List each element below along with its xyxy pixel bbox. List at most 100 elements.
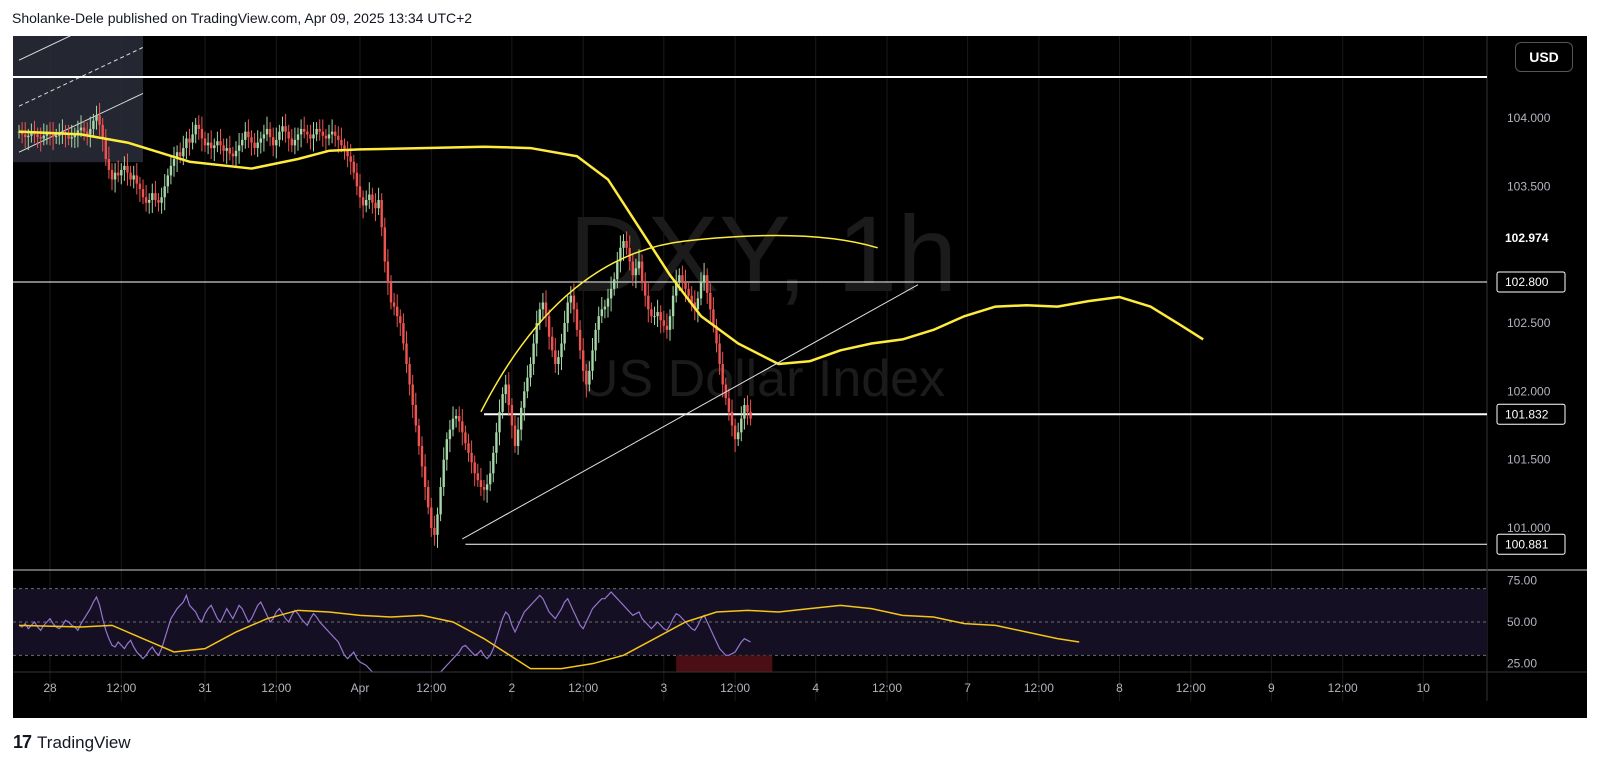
candle [117,160,120,183]
candle-body [358,186,362,198]
rsi-ma-line [18,604,1080,670]
candle [42,123,45,146]
candle [55,128,58,144]
candle-body [213,145,216,149]
candle [86,122,89,146]
candle-body [749,411,752,419]
candle-body [709,292,712,310]
candle-body [743,405,746,419]
chart-frame[interactable]: DXY, 1h US Dollar Index 104.000 103.500 10… [13,36,1587,718]
price-tick: 102.500 [1507,316,1551,330]
candle-body [175,152,179,159]
candle-body [498,411,501,433]
candle-body [293,139,297,146]
tradingview-logo-icon: 17 [13,732,32,752]
price-chart[interactable]: DXY, 1h US Dollar Index 104.000103.50010… [13,36,1587,718]
candle-body [427,487,430,508]
candle-body [281,126,284,132]
candle-body [706,275,709,293]
rsi-pane: 75.00 50.00 25.00 [13,573,1537,673]
candle [445,432,448,471]
candle [95,105,98,130]
candle [191,122,194,150]
candle [371,187,374,214]
time-tick: 12:00 [106,681,136,695]
candle [110,163,114,191]
candle [656,299,659,328]
candle [219,128,222,155]
candle-body [544,302,548,317]
candle [721,351,724,398]
candle-body [135,175,138,184]
candle [513,415,517,453]
candle-body [312,134,315,139]
candle-body [265,128,269,135]
candle [262,124,266,152]
candle-body [653,316,656,318]
candle [330,119,334,144]
candle [578,320,582,360]
candle-body [197,124,200,129]
candle-body [76,130,80,135]
candle-body [365,200,368,206]
candle-body [516,429,520,446]
candle-body [306,131,309,135]
candle [206,133,210,155]
candle-body [278,131,281,140]
candle-body [659,312,662,321]
currency-button[interactable]: USD [1515,42,1573,72]
candle-body [451,418,455,430]
candle-body [113,172,117,180]
candle [498,399,501,446]
candle [702,262,706,291]
candle-body [89,128,92,135]
candle-body [247,131,250,138]
candle-body [538,309,541,323]
candle [551,327,554,358]
candle-body [324,135,328,139]
candle-body [464,432,467,444]
candle [222,138,225,162]
candle [417,418,421,455]
candle-body [340,139,343,146]
candle-body [650,309,653,317]
candle [126,153,129,186]
candle-body [309,134,312,139]
candle [448,420,452,453]
candle [284,113,287,143]
candle-body [510,405,514,426]
candle [247,119,250,149]
candle-body [107,159,111,170]
candle-body [619,247,622,262]
candle [461,409,464,446]
candle [172,146,176,177]
candle [479,467,483,496]
candle-body [355,172,359,187]
candle [228,135,231,161]
candle [306,124,309,144]
candle-body [110,169,114,180]
candle-body [101,124,104,139]
candle [89,116,92,148]
candle [154,180,157,207]
candle [290,128,293,153]
channel-mid-line [18,46,144,107]
candle-body [352,161,355,173]
candle-body [92,120,95,129]
price-tick: 103.500 [1507,179,1551,193]
candle-body [172,159,176,166]
candle [169,156,173,185]
candle [70,124,73,148]
watermark: DXY, 1h US Dollar Index [569,193,957,408]
candle-body [417,425,421,446]
candle-body [33,133,36,135]
candle [368,182,371,209]
footer: 17 TradingView [13,732,131,753]
price-label-box [1496,271,1566,293]
time-tick: 12:00 [416,681,446,695]
candle [631,254,634,287]
candle [625,231,628,255]
time-tick: 31 [198,681,212,695]
candle [324,128,328,152]
candle-body [371,194,374,203]
